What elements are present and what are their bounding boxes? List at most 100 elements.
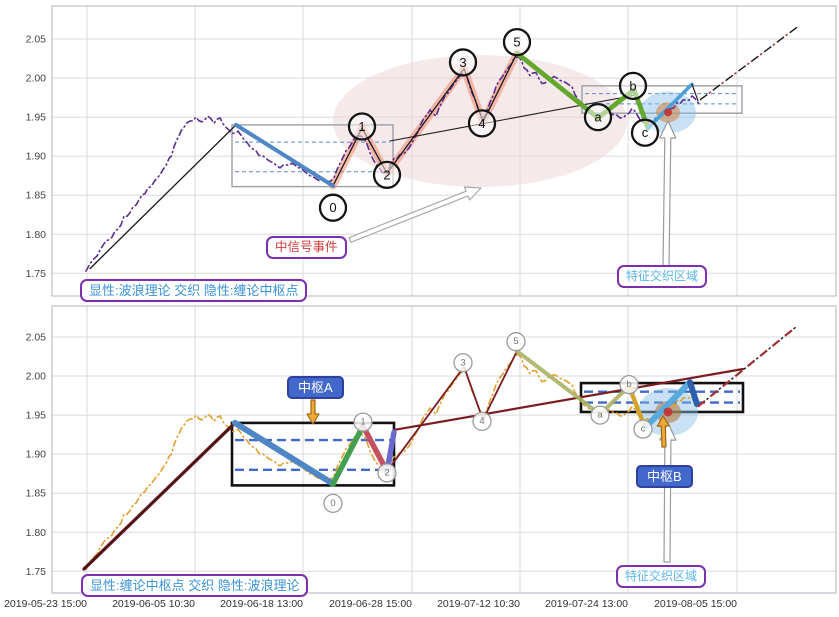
wave-segment <box>232 419 336 487</box>
x-tick-label: 2019-08-05 15:00 <box>654 598 737 610</box>
wave-marker-text: 1 <box>358 119 365 134</box>
y-tick-label: 1.90 <box>26 449 47 461</box>
pivot-box-rect <box>231 124 394 188</box>
wave-segment <box>83 422 236 570</box>
y-tick-label: 1.75 <box>26 268 47 280</box>
wave-segment <box>389 94 637 142</box>
panel-2: 2.05 2.00 1.95 1.90 1.85 1.80 1.75 2019-05-23 1… <box>4 305 837 610</box>
panel-2-grid <box>52 306 836 593</box>
wave-marker-text: 4 <box>478 116 485 131</box>
wave-marker-circle <box>467 109 497 138</box>
wave-marker-circle <box>353 412 373 432</box>
wave-segment <box>642 379 693 431</box>
wave-marker-circle <box>453 353 473 373</box>
y-tick-label: 2.05 <box>26 34 47 46</box>
y-tick-label: 1.80 <box>26 527 47 539</box>
wave-marker-text: 1 <box>360 417 365 428</box>
projection-line <box>697 325 798 408</box>
wave-marker-text: 5 <box>513 336 518 347</box>
wave-marker-text: c <box>641 424 646 435</box>
wave-marker-circle <box>472 411 492 431</box>
x-tick-label: 2019-07-12 10:30 <box>437 598 520 610</box>
wave-marker-text: a <box>597 410 603 421</box>
wave-marker-circle <box>618 71 648 101</box>
x-tick-label: 2019-05-23 15:00 <box>4 598 87 610</box>
wave-marker-text: 5 <box>513 35 520 50</box>
wave-marker-4: 4 <box>467 109 497 138</box>
wave-segment <box>687 379 700 408</box>
wave-marker-2: 2 <box>372 160 402 190</box>
wave-segment <box>691 83 699 102</box>
y-tick-label: 2.00 <box>26 73 47 85</box>
wave-marker-text: 2 <box>383 167 390 182</box>
wave-marker-circle <box>372 160 402 190</box>
wave-segment <box>360 423 390 475</box>
mode-label-top: 显性:波浪理论 交织 隐性:缠论中枢点 <box>80 279 308 302</box>
wave-marker-5: 5 <box>506 332 526 352</box>
projection-line-accent <box>699 25 799 101</box>
y-tick-label: 1.85 <box>26 190 47 202</box>
wave-marker-c: c <box>630 118 660 147</box>
wave-marker-text: 4 <box>479 416 484 427</box>
wave-marker-2: 2 <box>377 463 397 483</box>
mode-label-bottom: 显性:缠论中枢点 交织 隐性:波浪理论 <box>81 574 309 597</box>
wave-marker-text: 0 <box>329 200 336 215</box>
y-tick-label: 1.75 <box>26 566 47 578</box>
wave-marker-3: 3 <box>448 48 478 77</box>
wave-segment <box>89 124 237 270</box>
wave-segment <box>392 367 745 431</box>
y-tick-label: 1.95 <box>26 410 47 422</box>
pivot-a-label: 中枢A <box>287 376 344 399</box>
wave-marker-text: 3 <box>460 357 465 368</box>
wave-marker-circle <box>506 332 526 352</box>
wave-marker-a: a <box>583 102 613 132</box>
y-tick-label: 1.85 <box>26 488 47 500</box>
y-tick-label: 1.95 <box>26 112 47 124</box>
wave-segment <box>514 50 651 131</box>
panel-spine <box>51 5 837 297</box>
pivot-b-label: 中枢B <box>636 465 693 488</box>
x-tick-label: 2019-07-24 13:00 <box>545 598 628 610</box>
feature-zone-label-bottom: 特征交织区域 <box>616 565 707 588</box>
panel-1: 2.05 2.00 1.95 1.90 1.85 1.80 1.75 0 1 2 3 4 5 a b c <box>26 5 837 297</box>
projection-line <box>699 25 799 101</box>
intersection-dot <box>663 407 673 417</box>
wave-marker-circle <box>347 112 377 141</box>
wave-marker-0: 0 <box>318 193 348 222</box>
wave-marker-text: 0 <box>330 498 335 509</box>
wave-marker-3: 3 <box>453 353 473 373</box>
wave-marker-text: 2 <box>384 467 389 478</box>
wave-marker-a: a <box>590 405 610 425</box>
wave-marker-4: 4 <box>472 411 492 431</box>
y-tick-label: 2.05 <box>26 332 47 344</box>
callout-arrow <box>659 120 677 267</box>
x-tick-label: 2019-06-28 15:00 <box>329 598 412 610</box>
signal-event-label: 中信号事件 <box>266 236 347 259</box>
callout-arrow <box>348 186 482 243</box>
x-tick-label: 2019-06-05 10:30 <box>112 598 195 610</box>
wave-marker-circle <box>619 374 639 395</box>
wave-segment <box>330 423 366 487</box>
intersection-dot <box>664 108 672 117</box>
wave-marker-1: 1 <box>353 412 373 432</box>
wave-marker-0: 0 <box>323 493 343 514</box>
y-tick-label: 1.90 <box>26 151 47 163</box>
panel-spine <box>51 305 837 594</box>
wave-marker-text: b <box>626 379 631 390</box>
wave-marker-circle <box>377 463 397 483</box>
wave-marker-1: 1 <box>347 112 377 141</box>
wave-marker-circle <box>583 102 613 132</box>
x-tick-label: 2019-06-18 13:00 <box>220 598 303 610</box>
wave-segment <box>386 350 518 473</box>
wave-marker-circle <box>633 419 653 439</box>
wave-segment <box>234 122 335 188</box>
wave-marker-text: b <box>629 78 636 93</box>
wave-marker-text: 3 <box>459 55 466 70</box>
y-tick-label: 1.80 <box>26 229 47 241</box>
wave-marker-c: c <box>633 419 653 439</box>
wave-marker-circle <box>323 493 343 514</box>
wave-marker-circle <box>590 405 610 425</box>
wave-marker-text: a <box>594 110 602 125</box>
wave-marker-circle <box>630 118 660 147</box>
